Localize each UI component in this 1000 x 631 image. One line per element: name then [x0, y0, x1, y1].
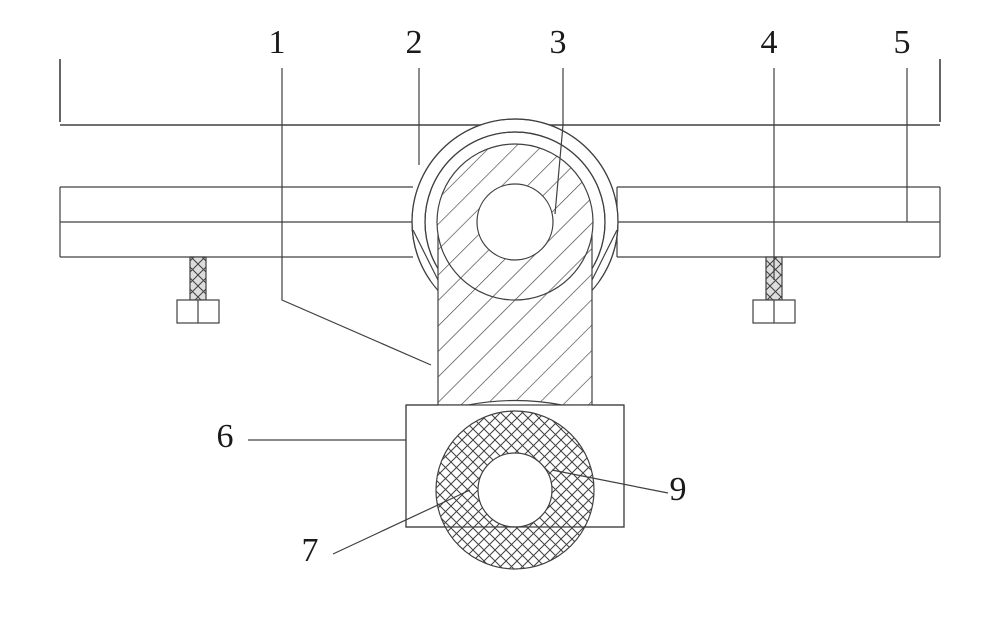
- wheel-bore: [478, 453, 552, 527]
- callout-7: 7: [302, 490, 471, 569]
- callout-label: 5: [894, 24, 911, 61]
- callout-label: 6: [217, 418, 234, 455]
- leader-line: [282, 68, 431, 365]
- pivot-hole: [477, 184, 553, 260]
- callout-label: 7: [302, 532, 319, 569]
- wheel: [436, 411, 594, 569]
- callout-label: 1: [269, 24, 286, 61]
- callout-2: 2: [406, 24, 423, 165]
- callout-label: 9: [670, 471, 687, 508]
- callout-label: 3: [550, 24, 567, 61]
- callout-5: 5: [894, 24, 911, 222]
- bolt-1: [177, 257, 219, 323]
- technical-drawing: 1 2 3 4 5 6 7 9: [0, 0, 1000, 631]
- cross-beam-left: [60, 187, 413, 257]
- cross-beam-right: [617, 187, 940, 257]
- callout-4: 4: [761, 24, 778, 280]
- callout-1: 1: [269, 24, 432, 365]
- callout-label: 4: [761, 24, 778, 61]
- callout-label: 2: [406, 24, 423, 61]
- callout-6: 6: [217, 418, 407, 455]
